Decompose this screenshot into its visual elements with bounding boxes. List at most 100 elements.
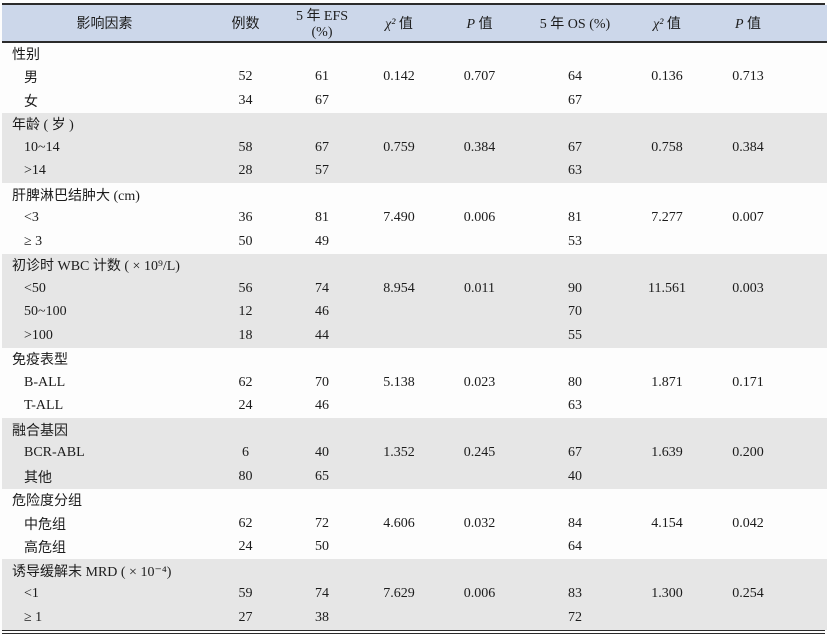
row-label: <50 [2, 277, 207, 301]
cell-value: 0.032 [463, 515, 496, 531]
cell-value: 7.490 [383, 210, 415, 226]
header-chi-square-efs: χ² 值 [360, 5, 438, 43]
cell-value: 24 [238, 398, 253, 414]
category-row: 融合基因 [2, 418, 827, 442]
table-row: <1 59 74 7.629 0.006 83 1.300 0.254 [2, 582, 827, 606]
cell-value [360, 536, 438, 560]
cell-value: 0.003 [705, 277, 827, 301]
cell-value: 27 [207, 606, 284, 630]
cell-value: 46 [284, 300, 360, 324]
prognostic-factors-table-wrap: 影响因素 例数 5 年 EFS (%) χ² 值 P 值 5 年 OS (%) … [2, 3, 827, 634]
cell-value: 6 [207, 441, 284, 465]
cell-value [629, 395, 705, 419]
row-label: <1 [2, 582, 207, 606]
category-row: 肝脾淋巴结肿大 (cm) [2, 183, 827, 207]
cell-value: 67 [284, 136, 360, 160]
cell-value: 0.136 [651, 69, 683, 85]
cell-value: 24 [238, 539, 253, 555]
cell-value [360, 230, 438, 254]
cell-value: 70 [315, 374, 329, 390]
cell-value: 58 [207, 136, 284, 160]
row-label: 中危组 [24, 517, 66, 533]
cell-value: 0.007 [732, 210, 764, 226]
cell-value: 8.954 [360, 277, 438, 301]
row-label: 50~100 [2, 300, 207, 324]
cell-value [629, 230, 705, 254]
cell-value [438, 465, 521, 489]
cell-value [629, 324, 705, 348]
cell-value: 0.171 [732, 374, 764, 390]
table-row: <3 36 81 7.490 0.006 81 7.277 0.007 [2, 207, 827, 231]
cell-value: 63 [568, 398, 582, 414]
cell-value: 55 [521, 324, 629, 348]
cell-value: 67 [568, 92, 582, 108]
cell-value: 49 [315, 233, 329, 249]
cell-value: 4.154 [651, 515, 683, 531]
cell-value: 0.384 [705, 136, 827, 160]
header-os: 5 年 OS (%) [521, 5, 629, 43]
category-label: 初诊时 WBC 计数 ( × 10⁹/L) [2, 253, 827, 277]
row-label: <3 [24, 210, 39, 226]
cell-value [438, 230, 521, 254]
cell-value: 72 [315, 515, 329, 531]
table-row: <50 56 74 8.954 0.011 90 11.561 0.003 [2, 277, 827, 301]
cell-value [360, 395, 438, 419]
table-row: 高危组 24 50 64 [2, 536, 827, 560]
cell-value [629, 465, 705, 489]
cell-value [360, 465, 438, 489]
category-row: 年龄 ( 岁 ) [2, 112, 827, 136]
cell-value: 11.561 [629, 277, 705, 301]
cell-value: 62 [238, 374, 253, 390]
cell-value [360, 300, 438, 324]
header-p-value-os: P 值 [705, 5, 827, 43]
cell-value: 64 [568, 539, 582, 555]
cell-value: 80 [568, 374, 582, 390]
cell-value [360, 606, 438, 630]
table-row: >14 28 57 63 [2, 159, 827, 183]
header-efs: 5 年 EFS (%) [284, 5, 360, 43]
cell-value: 12 [207, 300, 284, 324]
cell-value: 83 [521, 582, 629, 606]
category-label: 诱导缓解末 MRD ( × 10⁻⁴) [2, 559, 827, 583]
cell-value [629, 89, 705, 113]
cell-value: 0.384 [438, 136, 521, 160]
row-label: ≥ 1 [2, 606, 207, 630]
cell-value: 7.629 [360, 582, 438, 606]
cell-value: 50 [315, 539, 329, 555]
header-row: 影响因素 例数 5 年 EFS (%) χ² 值 P 值 5 年 OS (%) … [2, 5, 827, 43]
table-row: >100 18 44 55 [2, 324, 827, 348]
cell-value [705, 536, 827, 560]
cell-value [629, 300, 705, 324]
table-body: 性别男 52 61 0.142 0.707 64 0.136 0.713 女 34 67 67 年龄 (… [2, 42, 827, 630]
cell-value: 0.200 [705, 441, 827, 465]
category-row: 初诊时 WBC 计数 ( × 10⁹/L) [2, 253, 827, 277]
row-label: 10~14 [2, 136, 207, 160]
category-label: 危险度分组 [12, 494, 82, 510]
cell-value [360, 159, 438, 183]
row-label: BCR-ABL [2, 441, 207, 465]
row-label: >14 [2, 159, 207, 183]
cell-value: 62 [238, 515, 253, 531]
cell-value: 50 [238, 233, 253, 249]
cell-value: 1.639 [629, 441, 705, 465]
cell-value: 40 [521, 465, 629, 489]
cell-value [705, 395, 827, 419]
cell-value: 81 [568, 210, 582, 226]
cell-value: 61 [315, 69, 329, 85]
row-label: ≥ 3 [24, 233, 43, 249]
prognostic-factors-table: 影响因素 例数 5 年 EFS (%) χ² 值 P 值 5 年 OS (%) … [2, 5, 827, 630]
cell-value: 84 [568, 515, 582, 531]
cell-value: 0.042 [732, 515, 764, 531]
cell-value: 44 [284, 324, 360, 348]
cell-value: 0.006 [438, 582, 521, 606]
header-p-value-efs: P 值 [438, 5, 521, 43]
cell-value: 90 [521, 277, 629, 301]
cell-value [360, 89, 438, 113]
category-label: 融合基因 [2, 418, 827, 442]
cell-value [629, 536, 705, 560]
table-row: B-ALL 62 70 5.138 0.023 80 1.871 0.171 [2, 371, 827, 395]
row-label: 女 [24, 94, 38, 110]
cell-value [438, 300, 521, 324]
cell-value: 67 [521, 441, 629, 465]
cell-value: 81 [315, 210, 329, 226]
